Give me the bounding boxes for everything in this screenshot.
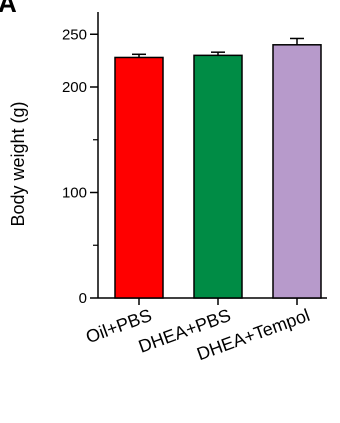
y-tick-label: 100 bbox=[62, 185, 87, 202]
y-tick-label: 0 bbox=[79, 290, 87, 307]
bar-dhea-tempol bbox=[272, 44, 322, 299]
y-tick-label: 200 bbox=[62, 79, 87, 96]
panel-label: A bbox=[0, 0, 17, 18]
bar-dhea-pbs bbox=[193, 54, 243, 299]
y-axis-title: Body weight (g) bbox=[8, 101, 28, 226]
bar-oil-pbs bbox=[114, 56, 164, 299]
y-tick-label: 250 bbox=[62, 26, 87, 43]
